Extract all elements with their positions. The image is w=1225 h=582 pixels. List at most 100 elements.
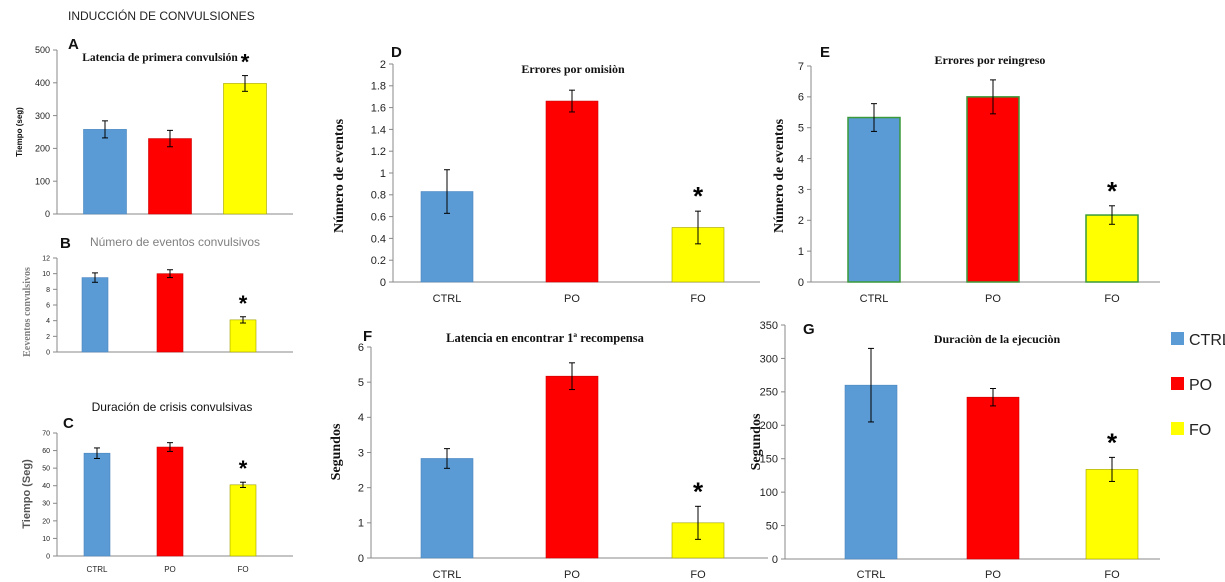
- y-tick-label: 4: [358, 412, 364, 424]
- y-tick-label: 0.2: [371, 255, 386, 267]
- y-tick-label: 50: [766, 520, 778, 532]
- x-tick-label: PO: [985, 569, 1001, 581]
- bar-po: [545, 375, 599, 559]
- y-tick-label: 4: [798, 153, 804, 165]
- significance-star: *: [239, 456, 248, 481]
- y-tick-label: 0: [798, 277, 804, 289]
- y-tick-label: 10: [42, 536, 50, 543]
- y-tick-label: 60: [42, 448, 50, 455]
- y-tick-label: 300: [760, 353, 778, 365]
- y-tick-label: 200: [760, 420, 778, 432]
- x-tick-label: FO: [1104, 569, 1120, 581]
- y-tick-label: 12: [42, 255, 50, 262]
- y-tick-label: 0.6: [371, 211, 386, 223]
- significance-star: *: [239, 291, 248, 316]
- bar-ctrl: [83, 452, 111, 557]
- bar-po: [156, 446, 184, 557]
- legend-label: CTRL: [1189, 332, 1225, 349]
- y-tick-label: 1: [358, 518, 364, 530]
- y-tick-label: 3: [358, 447, 364, 459]
- x-tick-label: FO: [690, 293, 706, 305]
- significance-star: *: [1107, 427, 1118, 457]
- bar-fo: [229, 484, 257, 557]
- y-tick-label: 0.8: [371, 190, 386, 202]
- chart-title: Duraciòn de la ejecuciòn: [934, 332, 1061, 346]
- x-tick-label: PO: [564, 569, 580, 581]
- chart-panel-f: F Latencia en encontrar 1ª recompensa 0 1 2 3…: [329, 328, 768, 581]
- legend-swatch-ctrl: [1171, 332, 1184, 345]
- y-tick-label: 0: [380, 277, 386, 289]
- legend-swatch-fo: [1171, 422, 1184, 435]
- y-tick-label: 4: [46, 318, 50, 325]
- significance-star: *: [1107, 176, 1118, 206]
- legend-label: PO: [1189, 377, 1212, 394]
- y-tick-label: 6: [358, 342, 364, 354]
- y-tick-label: 2: [380, 59, 386, 71]
- x-tick-label: CTRL: [433, 293, 462, 305]
- x-tick-label: CTRL: [860, 293, 889, 305]
- chart-panel-d: D Errores por omisiòn 0 0.2 0.4 0.6 0.8 1 1.2 1.4…: [332, 44, 760, 305]
- chart-title: Latencia en encontrar 1ª recompensa: [446, 331, 644, 345]
- y-tick-label: 0: [46, 553, 50, 560]
- x-tick-label: FO: [237, 565, 248, 574]
- y-tick-label: 150: [760, 454, 778, 466]
- panel-letter: F: [363, 328, 372, 345]
- y-tick-label: 50: [42, 466, 50, 473]
- bar-ctrl: [420, 458, 474, 559]
- y-tick-label: 10: [42, 271, 50, 278]
- y-tick-label: 2: [798, 215, 804, 227]
- significance-star: *: [693, 476, 704, 506]
- y-tick-label: 300: [35, 111, 50, 121]
- y-tick-label: 8: [46, 287, 50, 294]
- panel-letter: A: [68, 36, 79, 53]
- y-axis-label: Segundos: [749, 413, 764, 470]
- panel-letter: D: [391, 44, 402, 61]
- y-tick-label: 100: [35, 176, 50, 186]
- y-axis-label: Número de eventos: [332, 118, 347, 233]
- y-tick-label: 5: [798, 123, 804, 135]
- bar-fo: [1085, 469, 1139, 560]
- chart-title: Número de eventos convulsivos: [90, 235, 260, 249]
- bar-fo: [229, 319, 257, 353]
- x-tick-label: FO: [690, 569, 706, 581]
- y-tick-label: 20: [42, 518, 50, 525]
- panel-letter: E: [820, 44, 830, 61]
- y-tick-label: 2: [46, 334, 50, 341]
- y-tick-label: 500: [35, 45, 50, 55]
- y-tick-label: 0: [46, 349, 50, 356]
- chart-panel-b: B Número de eventos convulsivos 0 2 4 6 8 10 12 E…: [22, 235, 293, 357]
- x-tick-label: CTRL: [433, 569, 462, 581]
- bar-fo: [223, 83, 267, 215]
- x-tick-label: PO: [985, 293, 1001, 305]
- y-tick-label: 0.4: [371, 233, 386, 245]
- x-tick-label: PO: [164, 565, 176, 574]
- y-tick-label: 30: [42, 501, 50, 508]
- y-axis-label: Tiempo (Seg): [21, 459, 33, 529]
- chart-title: Duración de crisis convulsivas: [92, 400, 253, 414]
- bar-po: [148, 138, 192, 215]
- bar-po: [545, 100, 599, 283]
- bar-fo: [1085, 214, 1139, 283]
- y-tick-label: 1: [798, 246, 804, 258]
- bar-ctrl: [83, 129, 127, 215]
- bar-ctrl: [847, 116, 901, 283]
- y-tick-label: 350: [760, 320, 778, 332]
- y-tick-label: 200: [35, 144, 50, 154]
- x-tick-label: CTRL: [87, 565, 108, 574]
- chart-panel-c: C Duración de crisis convulsivas 0 10 20 30 40…: [21, 400, 293, 574]
- legend: CTRL PO FO: [1171, 332, 1225, 439]
- bar-po: [966, 396, 1020, 560]
- bar-po: [156, 273, 184, 353]
- chart-panel-g: G Duraciòn de la ejecuciòn 0 50 100 150 200 250…: [749, 320, 1160, 581]
- y-tick-label: 0: [772, 554, 778, 566]
- x-tick-label: PO: [564, 293, 580, 305]
- x-tick-label: CTRL: [857, 569, 886, 581]
- y-tick-label: 6: [46, 302, 50, 309]
- y-tick-label: 0: [45, 209, 50, 219]
- y-axis-label: Número de eventos: [772, 118, 787, 233]
- y-tick-label: 1: [380, 168, 386, 180]
- y-tick-label: 40: [42, 483, 50, 490]
- chart-panel-e: E Errores por reingreso 0 1 2 3 4 5 6 7 Número de …: [772, 44, 1160, 305]
